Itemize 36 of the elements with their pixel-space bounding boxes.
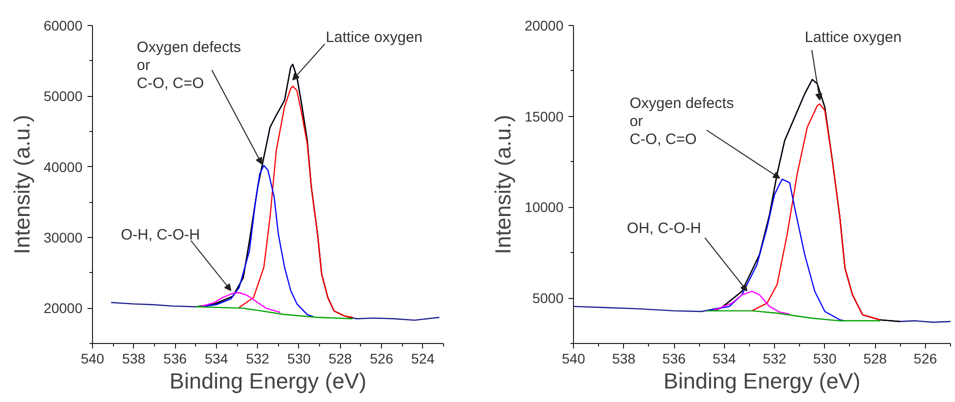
y-tick-label: 15000 bbox=[524, 108, 564, 124]
x-tick-label: 540 bbox=[80, 350, 104, 366]
x-tick-label: 530 bbox=[813, 350, 837, 366]
annotation: Oxygen defects or C-O, C=O bbox=[630, 95, 734, 148]
x-tick-label: 536 bbox=[163, 350, 187, 366]
x-axis-title: Binding Energy (eV) bbox=[170, 368, 366, 394]
y-axis-title: Intensity (a.u.) bbox=[10, 114, 35, 254]
x-tick-label: 534 bbox=[712, 350, 736, 366]
annotation: OH, C-O-H bbox=[626, 220, 702, 237]
y-tick-label: 5000 bbox=[532, 290, 564, 306]
x-tick-label: 534 bbox=[204, 350, 228, 366]
x-tick-label: 526 bbox=[914, 350, 938, 366]
y-axis-title: Intensity (a.u.) bbox=[490, 114, 516, 254]
x-tick-label: 538 bbox=[612, 350, 636, 366]
x-tick-label: 528 bbox=[863, 350, 887, 366]
x-tick-label: 530 bbox=[287, 350, 311, 366]
annotation: Lattice oxygen bbox=[326, 28, 423, 46]
annotation: Oxygen defects or C-O, C=O bbox=[136, 39, 242, 92]
x-tick-label: 538 bbox=[122, 350, 146, 366]
x-tick-label: 524 bbox=[411, 350, 435, 366]
x-tick-label: 532 bbox=[762, 350, 786, 366]
y-tick-label: 30000 bbox=[44, 230, 83, 246]
y-tick-label: 60000 bbox=[44, 18, 83, 34]
annotation: Lattice oxygen bbox=[804, 29, 902, 46]
y-tick-label: 20000 bbox=[524, 18, 564, 34]
y-tick-label: 10000 bbox=[524, 199, 564, 216]
x-tick-label: 528 bbox=[328, 350, 352, 366]
y-tick-label: 40000 bbox=[44, 158, 83, 175]
x-tick-label: 540 bbox=[562, 350, 586, 366]
annotation: O-H, C-O-H bbox=[120, 226, 200, 244]
x-axis-title: Binding Energy (eV) bbox=[664, 368, 860, 394]
x-tick-label: 532 bbox=[246, 350, 270, 366]
x-tick-label: 536 bbox=[662, 350, 686, 366]
y-tick-label: 20000 bbox=[44, 300, 83, 316]
x-tick-label: 526 bbox=[370, 350, 394, 366]
y-tick-label: 50000 bbox=[44, 88, 83, 104]
